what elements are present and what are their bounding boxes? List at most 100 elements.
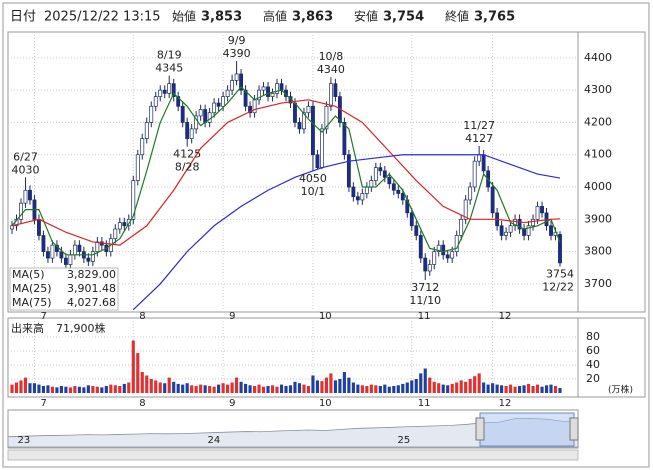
volume-bar — [486, 384, 490, 393]
candle-body — [68, 254, 73, 265]
x-tick-label: 9 — [229, 311, 235, 322]
candle-body — [522, 228, 526, 236]
navigator-window[interactable] — [479, 412, 575, 447]
volume-bar — [10, 384, 14, 393]
candle-body — [306, 105, 311, 114]
field-value: 3,754 — [383, 10, 424, 25]
y-tick-label: 3700 — [584, 277, 612, 290]
date: 2025/12/22 13:15 — [44, 10, 161, 25]
x-tick-label: 7 — [40, 398, 46, 409]
scrollbar[interactable] — [7, 449, 579, 461]
volume-bar — [203, 385, 207, 393]
volume-bar — [91, 386, 95, 393]
candle-body — [504, 231, 509, 236]
grid: 3700 3800 3900 4000 4100 4200 4300 4400 20406080… — [8, 32, 633, 409]
volume-bar — [235, 377, 239, 393]
volume-bar — [82, 387, 86, 393]
candle-body — [535, 206, 540, 220]
candle-body — [315, 154, 320, 168]
y-tick-label: 4300 — [584, 83, 612, 96]
volume-bar — [95, 386, 99, 393]
volume-bar — [73, 386, 77, 393]
volume-bar — [46, 385, 50, 393]
candle-body — [558, 234, 562, 264]
candle-body — [364, 186, 369, 194]
y-tick-label: 3800 — [584, 245, 612, 258]
volume-bar — [387, 386, 391, 393]
volume-bar — [455, 382, 459, 393]
candle-body — [198, 109, 203, 117]
high-date-label: 8/19 — [157, 49, 182, 62]
candle-body — [149, 105, 154, 123]
volume-bar — [482, 382, 486, 393]
volume-label: 出来高 — [11, 321, 44, 335]
volume-bar — [279, 384, 284, 393]
volume-bar — [176, 383, 180, 393]
volume-bar — [549, 384, 553, 393]
volume-bar — [531, 386, 535, 393]
volume-bar — [244, 383, 248, 393]
volume-bar — [356, 384, 360, 393]
volume-bar — [374, 385, 378, 393]
candle-body — [243, 89, 248, 107]
volume-bar — [163, 383, 167, 393]
volume-bar — [396, 385, 400, 393]
low-value-label: 3754 — [546, 267, 574, 280]
candle-body — [239, 73, 244, 91]
high-date-label: 9/9 — [228, 34, 246, 47]
candle-body — [41, 235, 46, 252]
x-tick-label: 7 — [40, 311, 46, 322]
field-label: 高値 — [263, 9, 287, 24]
candle-body — [252, 99, 257, 114]
field-value: 3,863 — [292, 10, 333, 25]
volume-bar — [221, 383, 225, 393]
legend-box — [9, 267, 119, 311]
candle-body — [140, 138, 145, 156]
candle-body — [234, 73, 239, 81]
moving-average-line — [11, 99, 561, 246]
candle-body — [144, 122, 149, 139]
volume-bar — [252, 386, 257, 393]
header: 日付 2025/12/22 13:15 始値 3,853 高値 3,863 安値 3,754 終… — [10, 9, 515, 25]
volume-bar — [441, 384, 445, 393]
candle-body — [414, 225, 419, 236]
volume-bar — [212, 386, 216, 393]
candle-body — [549, 225, 553, 236]
candle-body — [378, 167, 383, 172]
candle-body — [162, 89, 167, 94]
candle-body — [481, 154, 486, 172]
x-tick-label: 10 — [319, 311, 332, 322]
volume-bar — [329, 373, 333, 393]
volume-bar — [553, 386, 558, 393]
volume-tick-label: 80 — [586, 330, 600, 343]
candle-body — [346, 154, 351, 188]
candle-body — [212, 102, 217, 114]
navigator-tick-label: 23 — [17, 435, 30, 446]
volume-bar — [145, 375, 149, 393]
navigator-tick-label: 24 — [207, 435, 220, 446]
volume-bar — [68, 387, 72, 393]
volume-bar — [19, 380, 23, 393]
window-handle-right[interactable] — [569, 417, 579, 441]
candle-body — [302, 112, 306, 130]
price-panel — [7, 31, 579, 313]
volume-bar — [468, 379, 472, 393]
low-date-label: 12/22 — [542, 280, 574, 293]
candle-body — [23, 189, 28, 204]
volume-bar — [284, 386, 288, 393]
candle-body — [225, 89, 230, 97]
window-handle-left[interactable] — [475, 417, 485, 441]
volume-bar — [544, 385, 549, 393]
volume-bar — [509, 384, 513, 393]
volume-bar — [365, 386, 369, 393]
volume-axis-panel — [577, 317, 646, 398]
volume-bar — [522, 385, 526, 393]
volume-bar — [158, 382, 162, 393]
field-value: 3,853 — [201, 10, 242, 25]
candle-body — [468, 186, 473, 201]
candle-body — [526, 225, 531, 236]
moving-average-line — [11, 86, 561, 256]
field-label: 安値 — [354, 9, 378, 24]
date-label: 日付 — [10, 10, 36, 25]
